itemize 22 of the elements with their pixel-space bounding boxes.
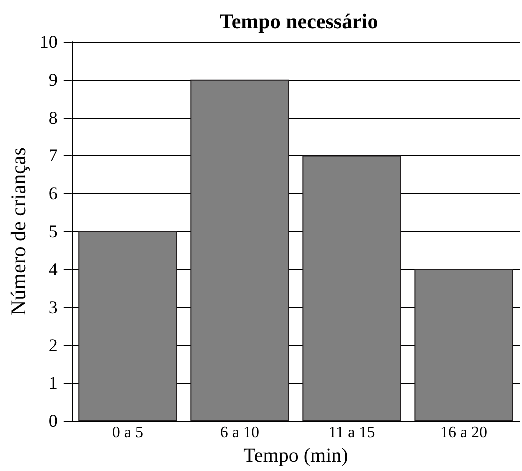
y-tick-label: 2 <box>48 335 58 356</box>
bar <box>78 232 178 422</box>
x-tick-label: 0 a 5 <box>112 424 144 442</box>
bar <box>302 156 402 422</box>
chart-title: Tempo necessário <box>220 10 378 34</box>
x-axis-title: Tempo (min) <box>244 445 348 467</box>
y-tick-label: 5 <box>48 222 58 242</box>
x-tick-label: 16 a 20 <box>440 424 488 442</box>
x-tick-label: 11 a 15 <box>328 424 376 442</box>
y-tick-label: 1 <box>48 373 58 394</box>
y-tick-label: 6 <box>48 184 58 204</box>
y-tick-label: 3 <box>48 297 58 318</box>
y-axis-title: Número de crianças <box>6 148 30 316</box>
y-tick-label: 4 <box>48 259 58 280</box>
bar <box>190 80 290 422</box>
y-tick-label: 7 <box>48 146 58 166</box>
y-tick-label: 10 <box>40 32 58 52</box>
bar <box>414 269 514 422</box>
y-tick-label: 0 <box>48 411 58 432</box>
y-tick-label: 8 <box>48 108 58 128</box>
y-tick-label: 9 <box>48 70 58 90</box>
x-tick-label: 6 a 10 <box>220 424 260 442</box>
